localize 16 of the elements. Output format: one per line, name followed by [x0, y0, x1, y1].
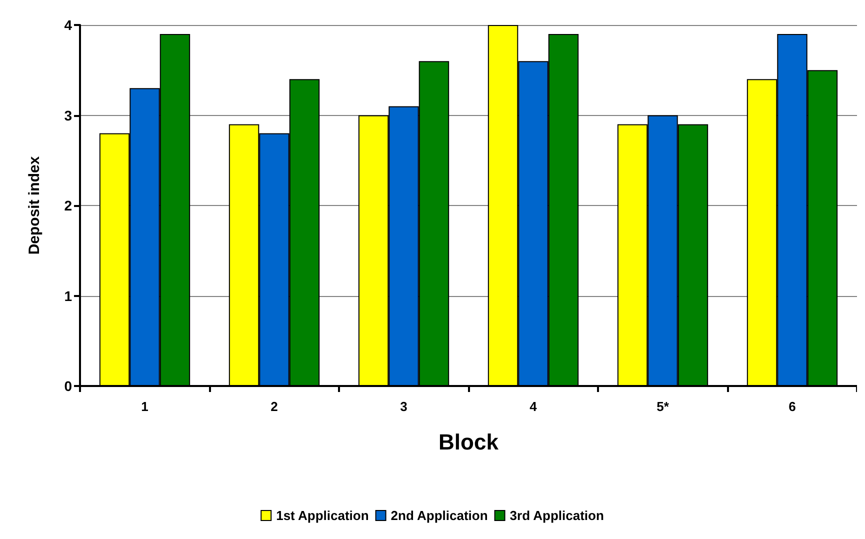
x-tick-label: 2	[270, 399, 278, 414]
legend-label: 2nd Application	[390, 508, 488, 523]
y-tick-label: 4	[64, 17, 72, 33]
x-axis-title: Block	[438, 430, 500, 454]
legend-label: 1st Application	[276, 508, 369, 523]
x-tick-label: 1	[141, 399, 148, 414]
y-axis-title: Deposit index	[26, 156, 43, 255]
x-tick-label: 5*	[656, 399, 670, 414]
x-tick-label: 4	[530, 399, 538, 414]
x-tick-label: 3	[400, 399, 408, 414]
y-tick-label: 3	[64, 107, 72, 124]
y-tick-label: 2	[64, 198, 72, 214]
y-tick-label: 1	[64, 288, 72, 304]
legend-label: 3rd Application	[510, 508, 604, 523]
x-tick-label: 6	[788, 399, 796, 414]
y-tick-label: 0	[64, 378, 72, 394]
